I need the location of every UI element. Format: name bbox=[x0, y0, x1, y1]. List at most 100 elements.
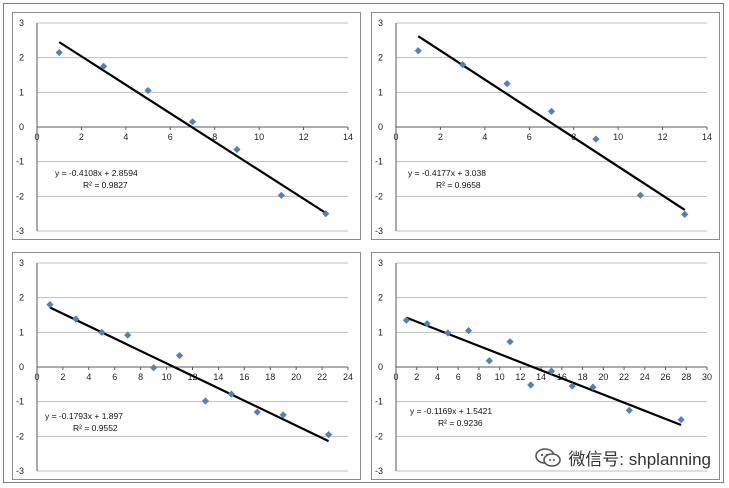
data-point bbox=[592, 135, 600, 143]
x-tick-label: 18 bbox=[578, 372, 588, 382]
y-tick-label: 0 bbox=[378, 362, 383, 372]
chart-panel-bottom-right: 3 2 1 0 -1 -2 -3 0 2 4 6 8 10 12 14 16 18 20 22 24 26 28 30 y =… bbox=[371, 252, 720, 480]
y-tick-label: -1 bbox=[16, 397, 24, 407]
y-tick-label: 0 bbox=[19, 122, 24, 132]
x-tick-label: 4 bbox=[482, 132, 487, 142]
y-tick-label: 2 bbox=[378, 293, 383, 303]
data-point bbox=[144, 87, 152, 95]
x-tick-label: 26 bbox=[661, 372, 671, 382]
x-tick-label: 14 bbox=[213, 372, 223, 382]
y-tick-label: 3 bbox=[19, 258, 24, 268]
x-tick-label: 14 bbox=[343, 132, 353, 142]
x-tick-label: 0 bbox=[34, 372, 39, 382]
y-tick-label: -2 bbox=[375, 191, 383, 201]
data-point bbox=[322, 210, 330, 218]
r-squared-label: R² = 0.9827 bbox=[83, 180, 128, 190]
data-point bbox=[100, 62, 108, 70]
data-point bbox=[485, 357, 493, 365]
y-tick-label: 0 bbox=[19, 362, 24, 372]
data-point bbox=[98, 328, 106, 336]
x-tick-label: 0 bbox=[393, 372, 398, 382]
y-tick-label: 1 bbox=[378, 327, 383, 337]
x-tick-label: 12 bbox=[299, 132, 309, 142]
x-tick-label: 2 bbox=[414, 372, 419, 382]
data-point bbox=[636, 191, 644, 199]
wechat-icon bbox=[535, 447, 562, 467]
y-tick-label: -1 bbox=[16, 157, 24, 167]
r-squared-label: R² = 0.9658 bbox=[436, 180, 481, 190]
x-tick-label: 0 bbox=[34, 132, 39, 142]
x-tick-label: 2 bbox=[79, 132, 84, 142]
trendline-equation: y = -0.4108x + 2.8594 bbox=[55, 168, 138, 178]
data-point bbox=[46, 301, 54, 309]
data-point bbox=[414, 47, 422, 55]
data-point bbox=[175, 351, 184, 360]
x-tick-label: 30 bbox=[702, 372, 712, 382]
data-point bbox=[324, 431, 333, 439]
data-point bbox=[150, 364, 158, 372]
data-point bbox=[277, 191, 285, 199]
r-squared-label: R² = 0.9552 bbox=[73, 423, 118, 433]
data-point bbox=[677, 416, 685, 424]
x-tick-label: 4 bbox=[86, 372, 91, 382]
y-tick-label: 2 bbox=[19, 293, 24, 303]
trendline-equation: y = -0.4177x + 3.038 bbox=[408, 168, 486, 178]
data-point bbox=[547, 107, 556, 115]
x-tick-label: 6 bbox=[168, 132, 173, 142]
y-tick-label: 2 bbox=[19, 53, 24, 63]
x-tick-label: 10 bbox=[254, 132, 264, 142]
x-tick-label: 10 bbox=[162, 372, 172, 382]
x-tick-label: 6 bbox=[456, 372, 461, 382]
y-tick-label: 0 bbox=[378, 122, 383, 132]
x-tick-label: 20 bbox=[291, 372, 301, 382]
data-point bbox=[55, 48, 63, 57]
data-point bbox=[625, 406, 633, 414]
data-point bbox=[506, 338, 514, 346]
x-tick-label: 8 bbox=[212, 132, 217, 142]
y-tick-label: -3 bbox=[16, 226, 24, 236]
x-tick-label: 8 bbox=[476, 372, 481, 382]
x-tick-label: 16 bbox=[557, 372, 567, 382]
x-tick-label: 24 bbox=[640, 372, 650, 382]
data-point bbox=[72, 315, 80, 323]
x-tick-label: 12 bbox=[658, 132, 668, 142]
x-tick-label: 2 bbox=[438, 132, 443, 142]
x-tick-label: 10 bbox=[495, 372, 505, 382]
trendline bbox=[49, 306, 330, 443]
data-point bbox=[188, 118, 197, 126]
y-tick-label: -2 bbox=[16, 191, 24, 201]
data-point bbox=[233, 145, 241, 154]
y-tick-label: -3 bbox=[375, 466, 383, 476]
x-tick-label: 20 bbox=[598, 372, 608, 382]
y-tick-label: -1 bbox=[375, 157, 383, 167]
x-tick-label: 12 bbox=[515, 372, 525, 382]
data-point bbox=[253, 408, 261, 416]
x-tick-label: 16 bbox=[239, 372, 249, 382]
x-tick-label: 2 bbox=[60, 372, 65, 382]
x-tick-label: 6 bbox=[112, 372, 117, 382]
x-tick-label: 6 bbox=[527, 132, 532, 142]
watermark-text: 微信号: shplanning bbox=[568, 450, 711, 469]
x-tick-label: 22 bbox=[619, 372, 629, 382]
trendline bbox=[58, 41, 327, 214]
x-tick-label: 4 bbox=[123, 132, 128, 142]
y-tick-label: -2 bbox=[375, 431, 383, 441]
x-tick-label: 0 bbox=[393, 132, 398, 142]
x-tick-label: 14 bbox=[536, 372, 546, 382]
watermark: 微信号: shplanning bbox=[534, 445, 711, 470]
trendline-equation: y = -0.1793x + 1.897 bbox=[45, 411, 123, 421]
y-tick-label: -1 bbox=[375, 397, 383, 407]
trendline-equation: y = -0.1169x + 1.5421 bbox=[410, 406, 492, 416]
data-point bbox=[681, 210, 689, 218]
x-tick-label: 18 bbox=[265, 372, 275, 382]
data-point bbox=[464, 327, 473, 335]
y-tick-label: -3 bbox=[375, 226, 383, 236]
y-tick-label: 1 bbox=[19, 87, 24, 97]
y-tick-label: 2 bbox=[378, 53, 383, 63]
x-tick-label: 22 bbox=[317, 372, 327, 382]
